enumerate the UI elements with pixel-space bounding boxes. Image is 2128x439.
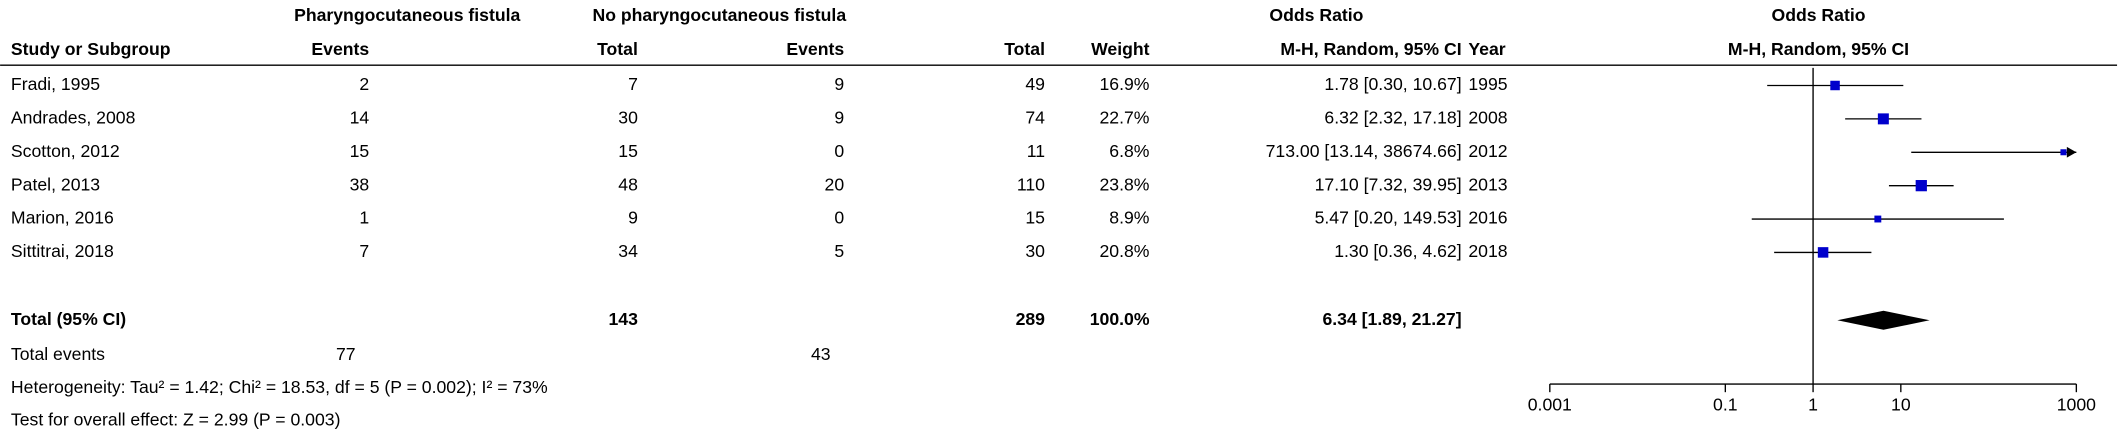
table-cell: 15 bbox=[618, 141, 638, 161]
table-cell: 23.8% bbox=[1100, 174, 1150, 194]
table-cell: 6.32 [2.32, 17.18] bbox=[1324, 108, 1461, 128]
column-header: Study or Subgroup bbox=[11, 39, 171, 59]
table-cell: 1.78 [0.30, 10.67] bbox=[1324, 74, 1461, 94]
table-cell: 9 bbox=[628, 208, 638, 228]
table-cell: 713.00 [13.14, 38674.66] bbox=[1266, 141, 1462, 161]
effect-square bbox=[2060, 149, 2067, 156]
table-cell: 1.30 [0.36, 4.62] bbox=[1334, 241, 1461, 261]
total-cell: 289 bbox=[1016, 309, 1046, 329]
table-cell: Scotton, 2012 bbox=[11, 141, 120, 161]
table-cell: Sittitrai, 2018 bbox=[11, 241, 114, 261]
table-cell: 38 bbox=[350, 174, 370, 194]
column-header: Events bbox=[311, 39, 369, 59]
table-cell: 34 bbox=[618, 241, 638, 261]
table-cell: 2008 bbox=[1468, 108, 1507, 128]
table-cell: Patel, 2013 bbox=[11, 174, 100, 194]
overall-effect: Test for overall effect: Z = 2.99 (P = 0… bbox=[11, 409, 341, 429]
effect-square bbox=[1874, 215, 1882, 223]
total-cell: 143 bbox=[608, 309, 638, 329]
total-events-cell: Total events bbox=[11, 344, 105, 364]
table-cell: 2016 bbox=[1468, 208, 1507, 228]
effect-square bbox=[1830, 80, 1840, 91]
table-cell: 11 bbox=[1027, 141, 1045, 161]
table-cell: 110 bbox=[1017, 174, 1045, 194]
table-cell: 20 bbox=[825, 174, 845, 194]
table-cell: 14 bbox=[350, 108, 370, 128]
effect-square bbox=[1817, 247, 1829, 258]
table-cell: 2013 bbox=[1468, 174, 1507, 194]
x-tick-label: 0.001 bbox=[1528, 394, 1572, 414]
total-diamond bbox=[1837, 310, 1930, 330]
effect-square bbox=[1877, 113, 1889, 125]
x-tick-label: 10 bbox=[1891, 394, 1911, 414]
table-cell: 48 bbox=[618, 174, 638, 194]
column-header: Total bbox=[597, 39, 638, 59]
column-header: M-H, Random, 95% CI bbox=[1280, 39, 1461, 59]
heterogeneity: Heterogeneity: Tau² = 1.42; Chi² = 18.53… bbox=[11, 377, 548, 397]
table-cell: 8.9% bbox=[1109, 208, 1150, 228]
table-cell: 30 bbox=[1025, 241, 1045, 261]
total-cell: Total (95% CI) bbox=[11, 309, 126, 329]
table-cell: 17.10 [7.32, 39.95] bbox=[1315, 174, 1462, 194]
x-tick-label: 1000 bbox=[2057, 394, 2096, 414]
group-header: No pharyngocutaneous fistula bbox=[592, 5, 846, 25]
total-events-cell: 43 bbox=[811, 344, 831, 364]
table-cell: 20.8% bbox=[1100, 241, 1150, 261]
table-cell: 1 bbox=[359, 208, 369, 228]
total-cell: 6.34 [1.89, 21.27] bbox=[1322, 309, 1461, 329]
table-cell: 9 bbox=[834, 74, 844, 94]
effect-square bbox=[1915, 180, 1927, 192]
table-cell: Fradi, 1995 bbox=[11, 74, 100, 94]
table-cell: 7 bbox=[359, 241, 369, 261]
table-cell: 2 bbox=[359, 74, 369, 94]
column-header: Year bbox=[1468, 39, 1505, 59]
table-cell: 0 bbox=[834, 141, 844, 161]
table-cell: Andrades, 2008 bbox=[11, 108, 136, 128]
table-cell: 30 bbox=[618, 108, 638, 128]
table-cell: 1995 bbox=[1468, 74, 1507, 94]
column-header: Events bbox=[786, 39, 844, 59]
table-cell: 5 bbox=[834, 241, 844, 261]
total-cell: 100.0% bbox=[1090, 309, 1150, 329]
group-header: Pharyngocutaneous fistula bbox=[294, 5, 520, 25]
plot-subtitle: M-H, Random, 95% CI bbox=[1728, 39, 1909, 59]
column-header: Weight bbox=[1091, 39, 1150, 59]
table-cell: 2018 bbox=[1468, 241, 1507, 261]
table-cell: 16.9% bbox=[1100, 74, 1150, 94]
total-events-cell: 77 bbox=[336, 344, 356, 364]
table-cell: 5.47 [0.20, 149.53] bbox=[1315, 208, 1462, 228]
table-cell: 74 bbox=[1025, 108, 1045, 128]
table-cell: 6.8% bbox=[1109, 141, 1150, 161]
table-cell: Marion, 2016 bbox=[11, 208, 114, 228]
table-cell: 0 bbox=[834, 208, 844, 228]
table-cell: 15 bbox=[350, 141, 370, 161]
table-cell: 22.7% bbox=[1100, 108, 1150, 128]
ci-arrow bbox=[2066, 146, 2077, 158]
table-cell: 49 bbox=[1025, 74, 1045, 94]
group-header: Odds Ratio bbox=[1269, 5, 1363, 25]
plot-title: Odds Ratio bbox=[1772, 5, 1866, 25]
column-header: Total bbox=[1004, 39, 1045, 59]
table-cell: 2012 bbox=[1468, 141, 1507, 161]
table-cell: 15 bbox=[1025, 208, 1045, 228]
table-cell: 9 bbox=[834, 108, 844, 128]
x-tick-label: 1 bbox=[1808, 394, 1818, 414]
x-tick-label: 0.1 bbox=[1713, 394, 1738, 414]
table-cell: 7 bbox=[628, 74, 638, 94]
